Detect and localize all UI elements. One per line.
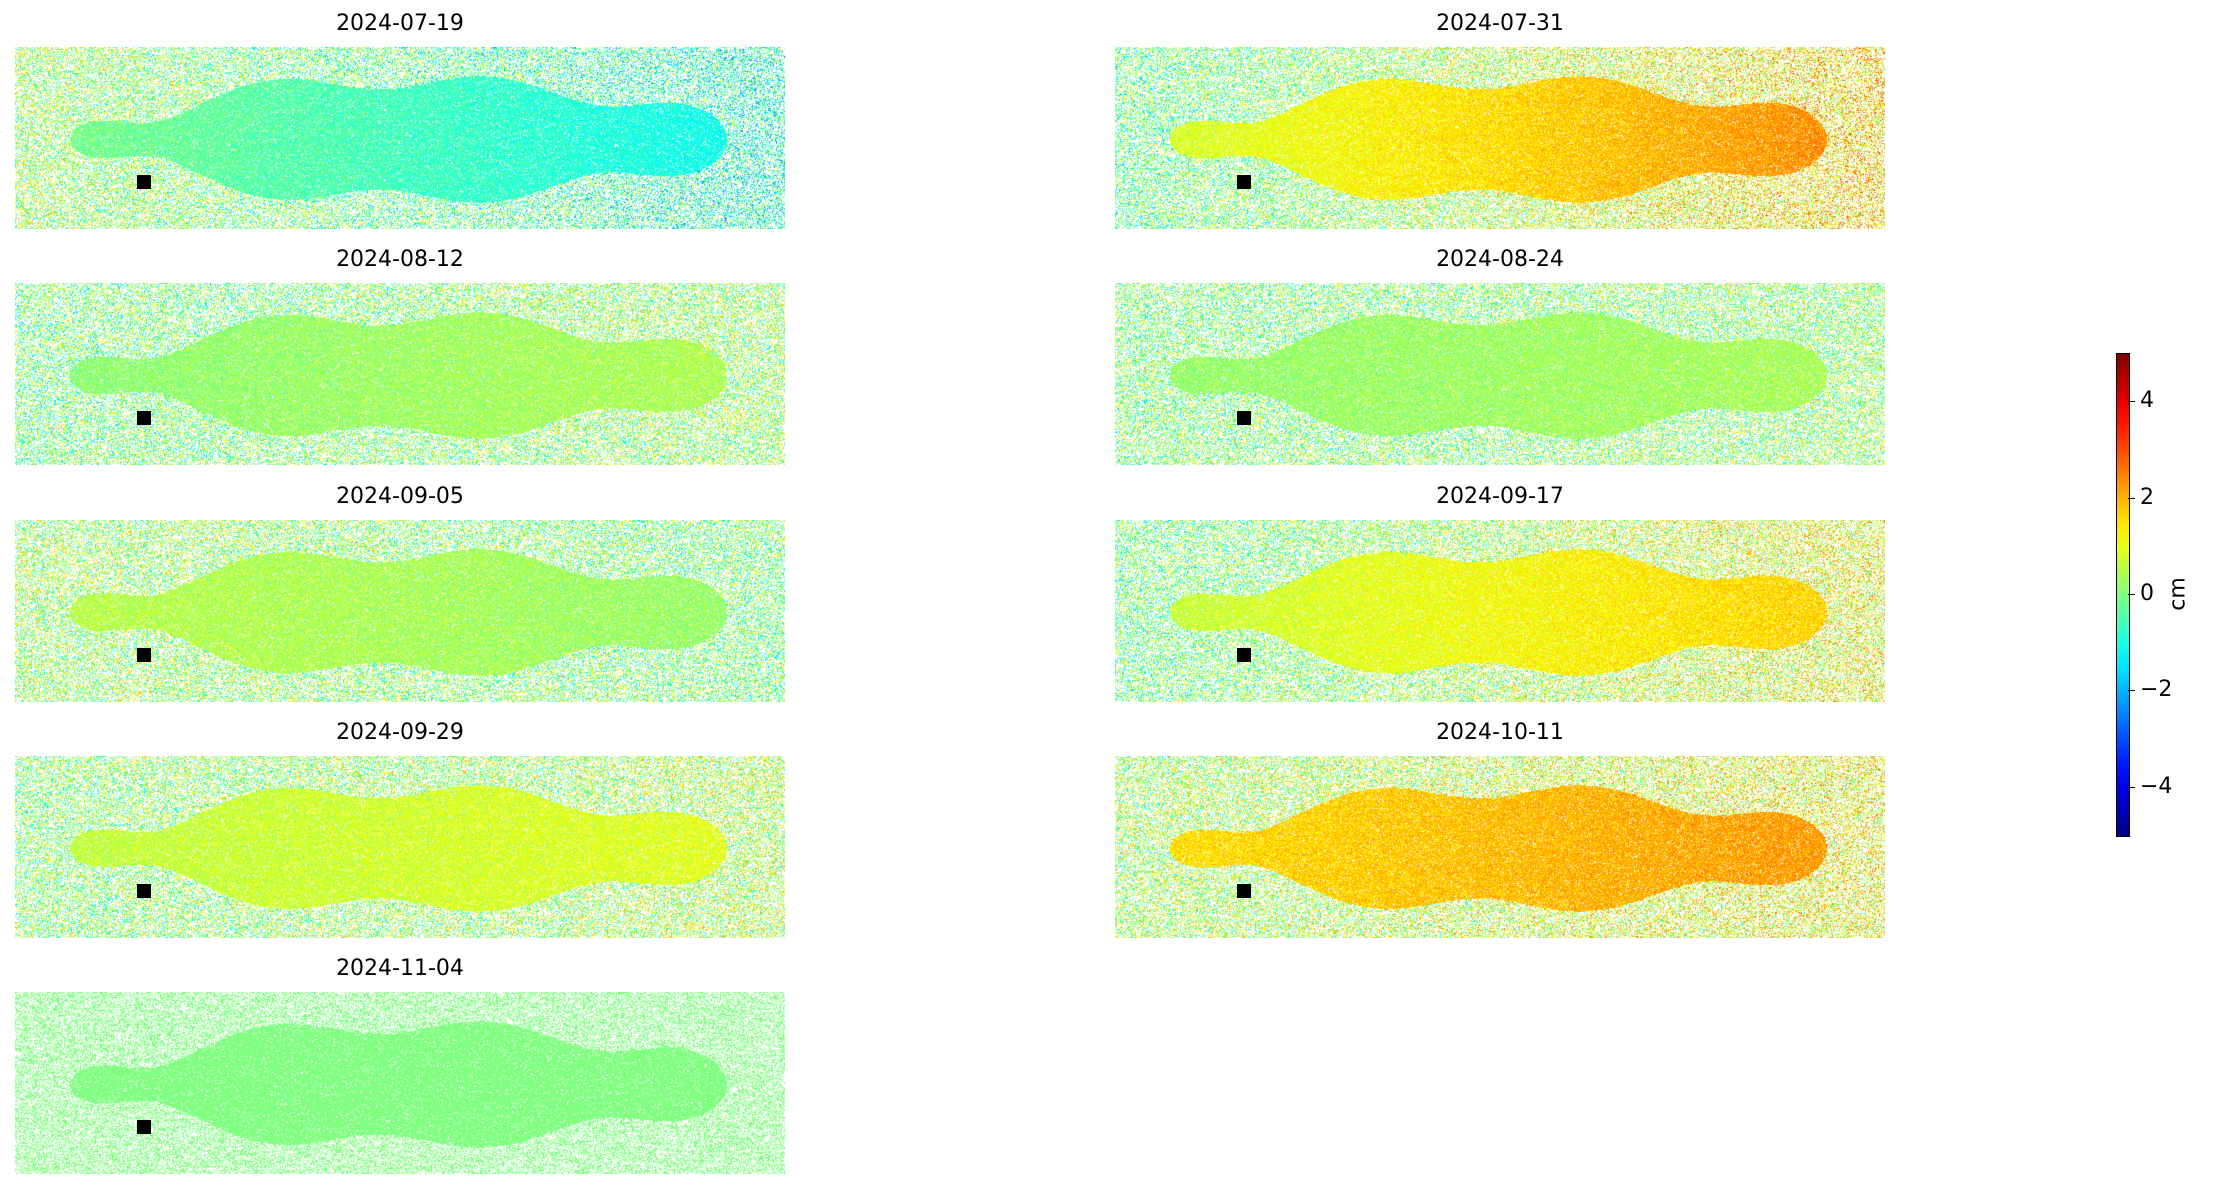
displacement-raster	[1115, 47, 1885, 229]
reference-point-marker	[137, 175, 151, 189]
reference-point-marker	[1237, 648, 1251, 662]
displacement-map	[15, 47, 785, 229]
colorbar-tick	[2128, 786, 2135, 788]
displacement-map	[15, 992, 785, 1174]
panel-title: 2024-08-24	[1436, 247, 1564, 272]
displacement-raster	[1115, 283, 1885, 465]
panel-title: 2024-07-31	[1436, 11, 1564, 36]
displacement-raster	[15, 992, 785, 1174]
panel-title: 2024-09-29	[336, 720, 464, 745]
displacement-raster	[15, 756, 785, 938]
displacement-map	[15, 283, 785, 465]
reference-point-marker	[1237, 411, 1251, 425]
colorbar-tick-label: −2	[2140, 677, 2173, 703]
displacement-map	[1115, 283, 1885, 465]
colorbar-tick	[2128, 594, 2135, 595]
reference-point-marker	[137, 648, 151, 662]
reference-point-marker	[137, 1120, 151, 1134]
colorbar-tick-label: 2	[2140, 484, 2154, 510]
reference-point-marker	[1237, 884, 1251, 898]
colorbar-tick-label: 4	[2140, 388, 2154, 414]
reference-point-marker	[137, 411, 151, 425]
displacement-raster	[15, 283, 785, 465]
displacement-map	[1115, 47, 1885, 229]
displacement-raster	[1115, 756, 1885, 938]
colorbar-tick	[2128, 401, 2135, 403]
colorbar-tick-label: 0	[2140, 581, 2154, 606]
displacement-raster	[15, 47, 785, 229]
panel-title: 2024-09-05	[336, 484, 464, 509]
colorbar-tick	[2128, 690, 2135, 692]
displacement-map	[1115, 756, 1885, 938]
reference-point-marker	[137, 884, 151, 898]
panel-title: 2024-09-17	[1436, 484, 1564, 509]
displacement-raster	[1115, 520, 1885, 702]
displacement-map	[15, 520, 785, 702]
displacement-raster	[15, 520, 785, 702]
colorbar-tick	[2128, 497, 2135, 499]
panel-title: 2024-07-19	[336, 11, 464, 36]
reference-point-marker	[1237, 175, 1251, 189]
displacement-map	[15, 756, 785, 938]
displacement-map	[1115, 520, 1885, 702]
colorbar-label: cm	[2165, 577, 2191, 611]
panel-title: 2024-10-11	[1436, 720, 1564, 745]
colorbar	[2116, 353, 2130, 837]
panel-title: 2024-11-04	[336, 956, 464, 981]
panel-title: 2024-08-12	[336, 247, 464, 272]
colorbar-tick-label: −4	[2140, 773, 2173, 799]
